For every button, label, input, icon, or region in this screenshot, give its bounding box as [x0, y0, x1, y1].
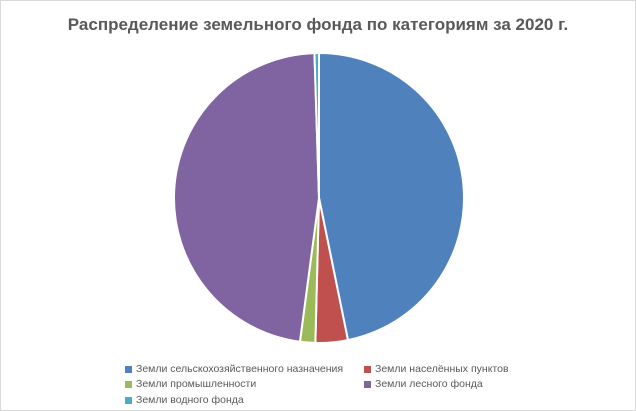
- legend-swatch: [125, 365, 132, 373]
- legend-label: Земли сельскохозяйственного назначения: [136, 363, 344, 375]
- legend-label: Земли водного фонда: [136, 394, 244, 406]
- legend-item-water: Земли водного фонда: [125, 394, 244, 406]
- chart-title: Распределение земельного фонда по катего…: [67, 15, 569, 34]
- legend-swatch: [364, 380, 371, 388]
- legend-item-forest: Земли лесного фонда: [364, 378, 483, 390]
- legend-label: Земли промышленности: [136, 378, 257, 390]
- legend-item-settlements: Земли населённых пунктов: [364, 363, 509, 375]
- legend-label: Земли лесного фонда: [375, 378, 483, 390]
- slice-agricultural: [318, 52, 466, 342]
- slice-forest: [173, 52, 320, 343]
- legend-swatch: [125, 396, 132, 404]
- slice-water: [313, 51, 320, 199]
- legend-item-industry: Земли промышленности: [125, 378, 256, 390]
- legend-label: Земли населённых пунктов: [375, 363, 509, 375]
- legend-swatch: [364, 365, 371, 373]
- legend-item-agricultural: Земли сельскохозяйственного назначения: [125, 363, 343, 375]
- legend-swatch: [125, 380, 132, 388]
